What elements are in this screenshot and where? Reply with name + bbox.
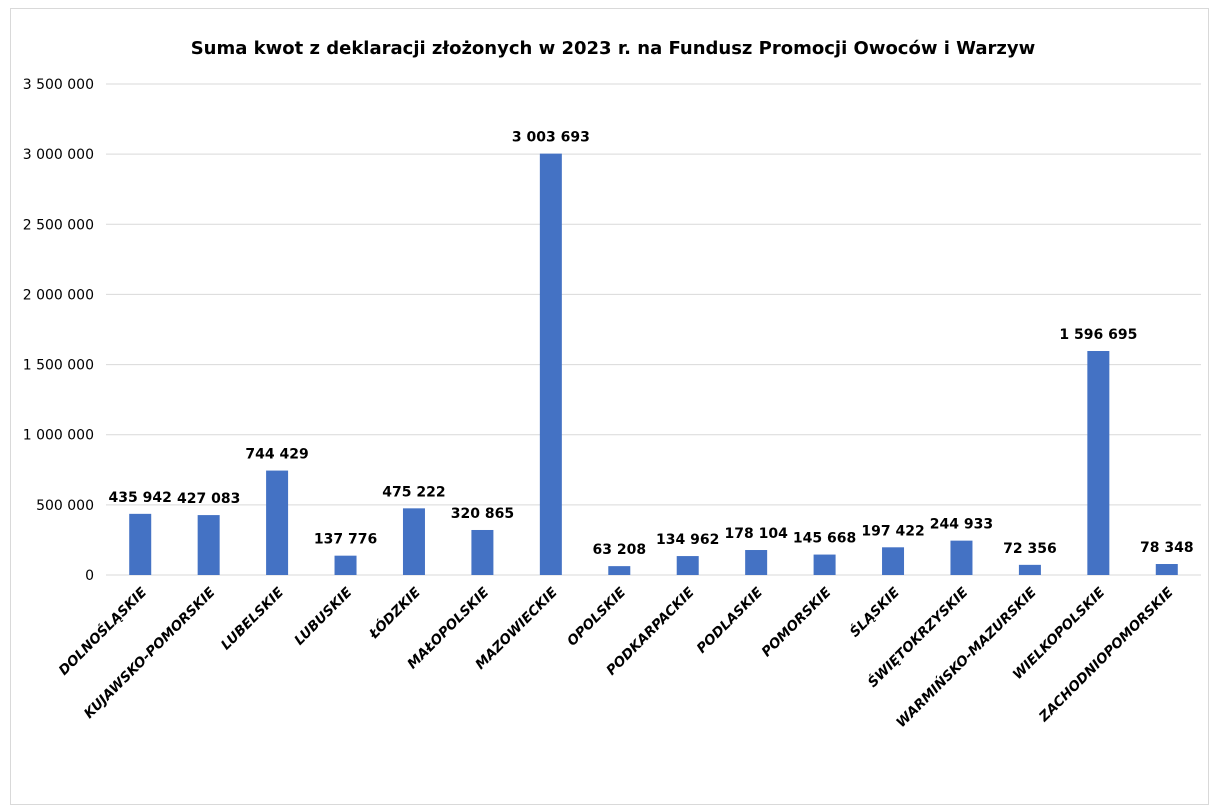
bar: [129, 513, 152, 575]
bar: [1155, 564, 1178, 575]
data-label: 134 962: [656, 532, 719, 548]
bar: [813, 554, 836, 575]
data-label: 145 668: [793, 531, 856, 547]
y-tick-label: 3 000 000: [23, 147, 94, 163]
category-label: LUBUSKIE: [291, 584, 356, 649]
bar: [334, 555, 357, 575]
data-label: 78 348: [1140, 540, 1194, 556]
bar-chart: Suma kwot z deklaracji złożonych w 2023 …: [23, 38, 1201, 731]
chart-title: Suma kwot z deklaracji złożonych w 2023 …: [191, 38, 1036, 59]
data-label: 435 942: [109, 490, 172, 506]
data-label: 744 429: [245, 447, 308, 463]
category-label: OPOLSKIE: [564, 584, 630, 650]
category-label: LUBELSKIE: [218, 584, 287, 653]
data-label: 427 083: [177, 491, 240, 507]
data-label: 72 356: [1003, 541, 1057, 557]
gridlines: [106, 83, 1201, 576]
category-label: POMORSKIE: [759, 584, 835, 660]
data-label: 475 222: [382, 484, 445, 500]
data-label: 197 422: [861, 523, 924, 539]
data-label: 63 208: [592, 542, 646, 558]
category-label: ŁÓDZKIE: [364, 583, 424, 643]
y-tick-label: 2 000 000: [23, 287, 94, 303]
y-tick-label: 2 500 000: [23, 217, 94, 233]
bar: [1087, 351, 1110, 575]
data-label: 320 865: [451, 506, 514, 522]
bars: [129, 153, 1178, 575]
y-tick-label: 1 000 000: [23, 428, 94, 444]
bar: [745, 550, 768, 575]
y-tick-label: 500 000: [36, 498, 94, 514]
y-tick-label: 1 500 000: [23, 358, 94, 374]
data-label: 244 933: [930, 517, 993, 533]
y-tick-label: 3 500 000: [23, 77, 94, 93]
data-labels: 435 942 427 083 744 429 137 776 475 222 320 8…: [109, 130, 1194, 559]
category-label: PODLASKIE: [694, 584, 767, 657]
bar: [882, 547, 905, 575]
data-label: 178 104: [724, 526, 788, 542]
bar: [950, 540, 973, 575]
data-label: 3 003 693: [512, 130, 590, 146]
bar: [676, 556, 699, 575]
bar: [1018, 564, 1041, 575]
bar: [608, 566, 631, 575]
data-label: 1 596 695: [1059, 327, 1137, 343]
y-tick-label: 0: [85, 568, 94, 584]
bar: [471, 529, 494, 575]
bar: [402, 508, 425, 575]
bar: [197, 515, 220, 575]
data-label: 137 776: [314, 532, 377, 548]
category-label: WARMIŃSKO-MAZURSKIE: [892, 583, 1040, 731]
category-label: ŚLĄSKIE: [845, 583, 903, 641]
chart-frame: Suma kwot z deklaracji złożonych w 2023 …: [10, 8, 1209, 805]
category-label: KUJAWSKO-POMORSKIE: [81, 584, 219, 722]
y-axis-ticks: 0 500 000 1 000 000 1 500 000 2 000 000 2 500…: [23, 77, 94, 584]
category-label: ZACHODNIOPOMORSKIE: [1035, 584, 1177, 726]
bar: [539, 153, 562, 575]
bar: [266, 470, 289, 575]
